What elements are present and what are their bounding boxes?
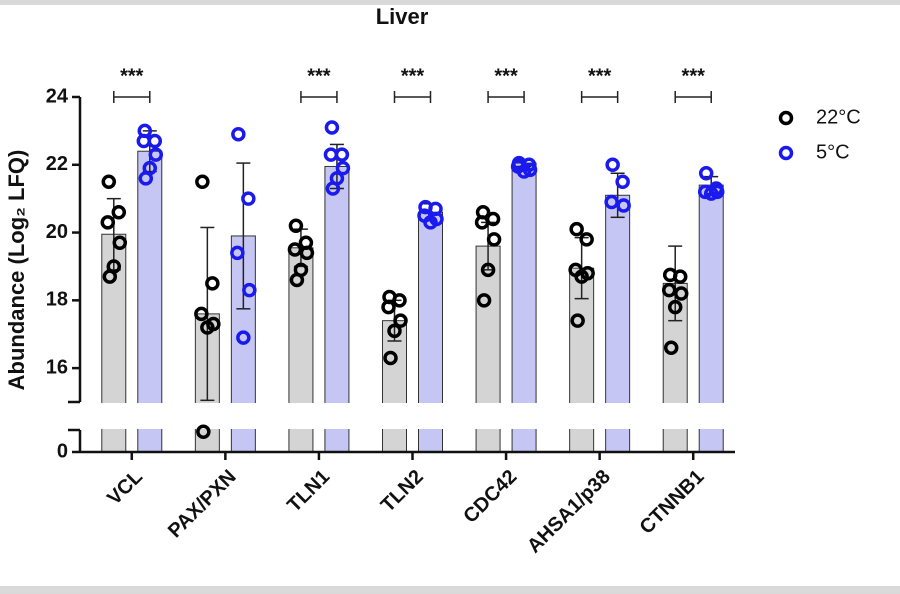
data-point <box>101 174 117 189</box>
data-point <box>200 320 215 335</box>
data-point <box>195 174 210 189</box>
data-point <box>111 204 127 220</box>
data-point <box>231 127 246 142</box>
y-tick-label: 22 <box>46 153 68 175</box>
data-point <box>516 164 532 179</box>
chart-title: Liver <box>376 4 429 29</box>
y-tick-label: 18 <box>46 289 68 311</box>
data-point <box>138 171 154 186</box>
data-point <box>241 191 256 206</box>
x-tick-label: PAX/PXN <box>164 466 241 543</box>
data-point <box>605 157 620 173</box>
error-bar <box>668 245 683 322</box>
data-point <box>570 313 585 328</box>
data-point <box>661 282 677 298</box>
data-point <box>392 293 407 308</box>
sig-label: *** <box>120 65 144 87</box>
sig-label: *** <box>494 65 518 87</box>
data-point <box>698 166 714 181</box>
data-point <box>196 424 211 439</box>
x-tick-label: TLN2 <box>377 466 428 517</box>
data-point <box>287 242 303 257</box>
data-point <box>324 120 340 135</box>
y-tick-label: 24 <box>46 85 69 107</box>
y-tick-label: 0 <box>57 440 68 462</box>
data-point <box>299 245 315 261</box>
x-tick-label: AHSA1/p38 <box>523 466 615 558</box>
data-point <box>423 215 438 230</box>
data-point <box>112 235 128 250</box>
error-bar <box>236 162 251 310</box>
data-point <box>136 133 152 149</box>
sig-label: *** <box>682 65 706 87</box>
sig-label: *** <box>401 65 425 87</box>
data-point <box>476 293 492 308</box>
data-point <box>480 262 496 278</box>
data-point <box>574 269 589 284</box>
data-point <box>323 147 339 162</box>
data-point <box>383 350 398 366</box>
sig-label: *** <box>588 65 612 87</box>
data-point <box>393 313 408 328</box>
x-tick-label: VCL <box>103 466 147 510</box>
y-axis-label: Abundance (Log₂ LFQ) <box>4 150 29 391</box>
data-point <box>230 245 245 261</box>
y-tick-label: 16 <box>46 356 68 378</box>
data-point <box>667 299 683 315</box>
data-point <box>148 147 164 162</box>
data-point <box>194 306 209 322</box>
data-point <box>288 218 304 234</box>
data-point <box>579 232 594 247</box>
legend-label: 22°C <box>816 106 861 128</box>
data-point <box>474 215 490 230</box>
data-point <box>242 282 257 298</box>
bar <box>382 320 407 453</box>
data-point <box>616 198 631 213</box>
data-point <box>615 174 630 189</box>
data-point <box>387 323 402 339</box>
legend-marker <box>778 110 794 126</box>
data-point <box>381 299 396 315</box>
data-point <box>205 276 220 291</box>
y-tick-label: 20 <box>46 221 68 243</box>
x-tick-label: CDC42 <box>459 466 521 528</box>
data-point <box>335 160 351 176</box>
data-point <box>569 221 584 237</box>
data-point <box>672 269 688 284</box>
data-point <box>236 330 251 345</box>
x-tick-label: CTNNB1 <box>636 466 709 539</box>
axis-break-gap <box>82 403 742 429</box>
data-point <box>102 269 118 284</box>
data-point <box>325 181 341 196</box>
data-point <box>604 194 619 210</box>
x-tick-label: TLN1 <box>283 466 334 517</box>
bottom-border <box>0 586 900 594</box>
data-point <box>663 340 679 356</box>
top-border <box>0 0 900 5</box>
data-point <box>289 272 305 288</box>
bar <box>137 150 163 453</box>
legend-label: 5°C <box>816 141 850 163</box>
data-point <box>100 215 116 230</box>
data-point <box>703 186 719 201</box>
sig-label: *** <box>307 65 331 87</box>
legend-marker <box>778 145 794 161</box>
data-point <box>486 232 502 247</box>
data-point <box>673 286 689 301</box>
